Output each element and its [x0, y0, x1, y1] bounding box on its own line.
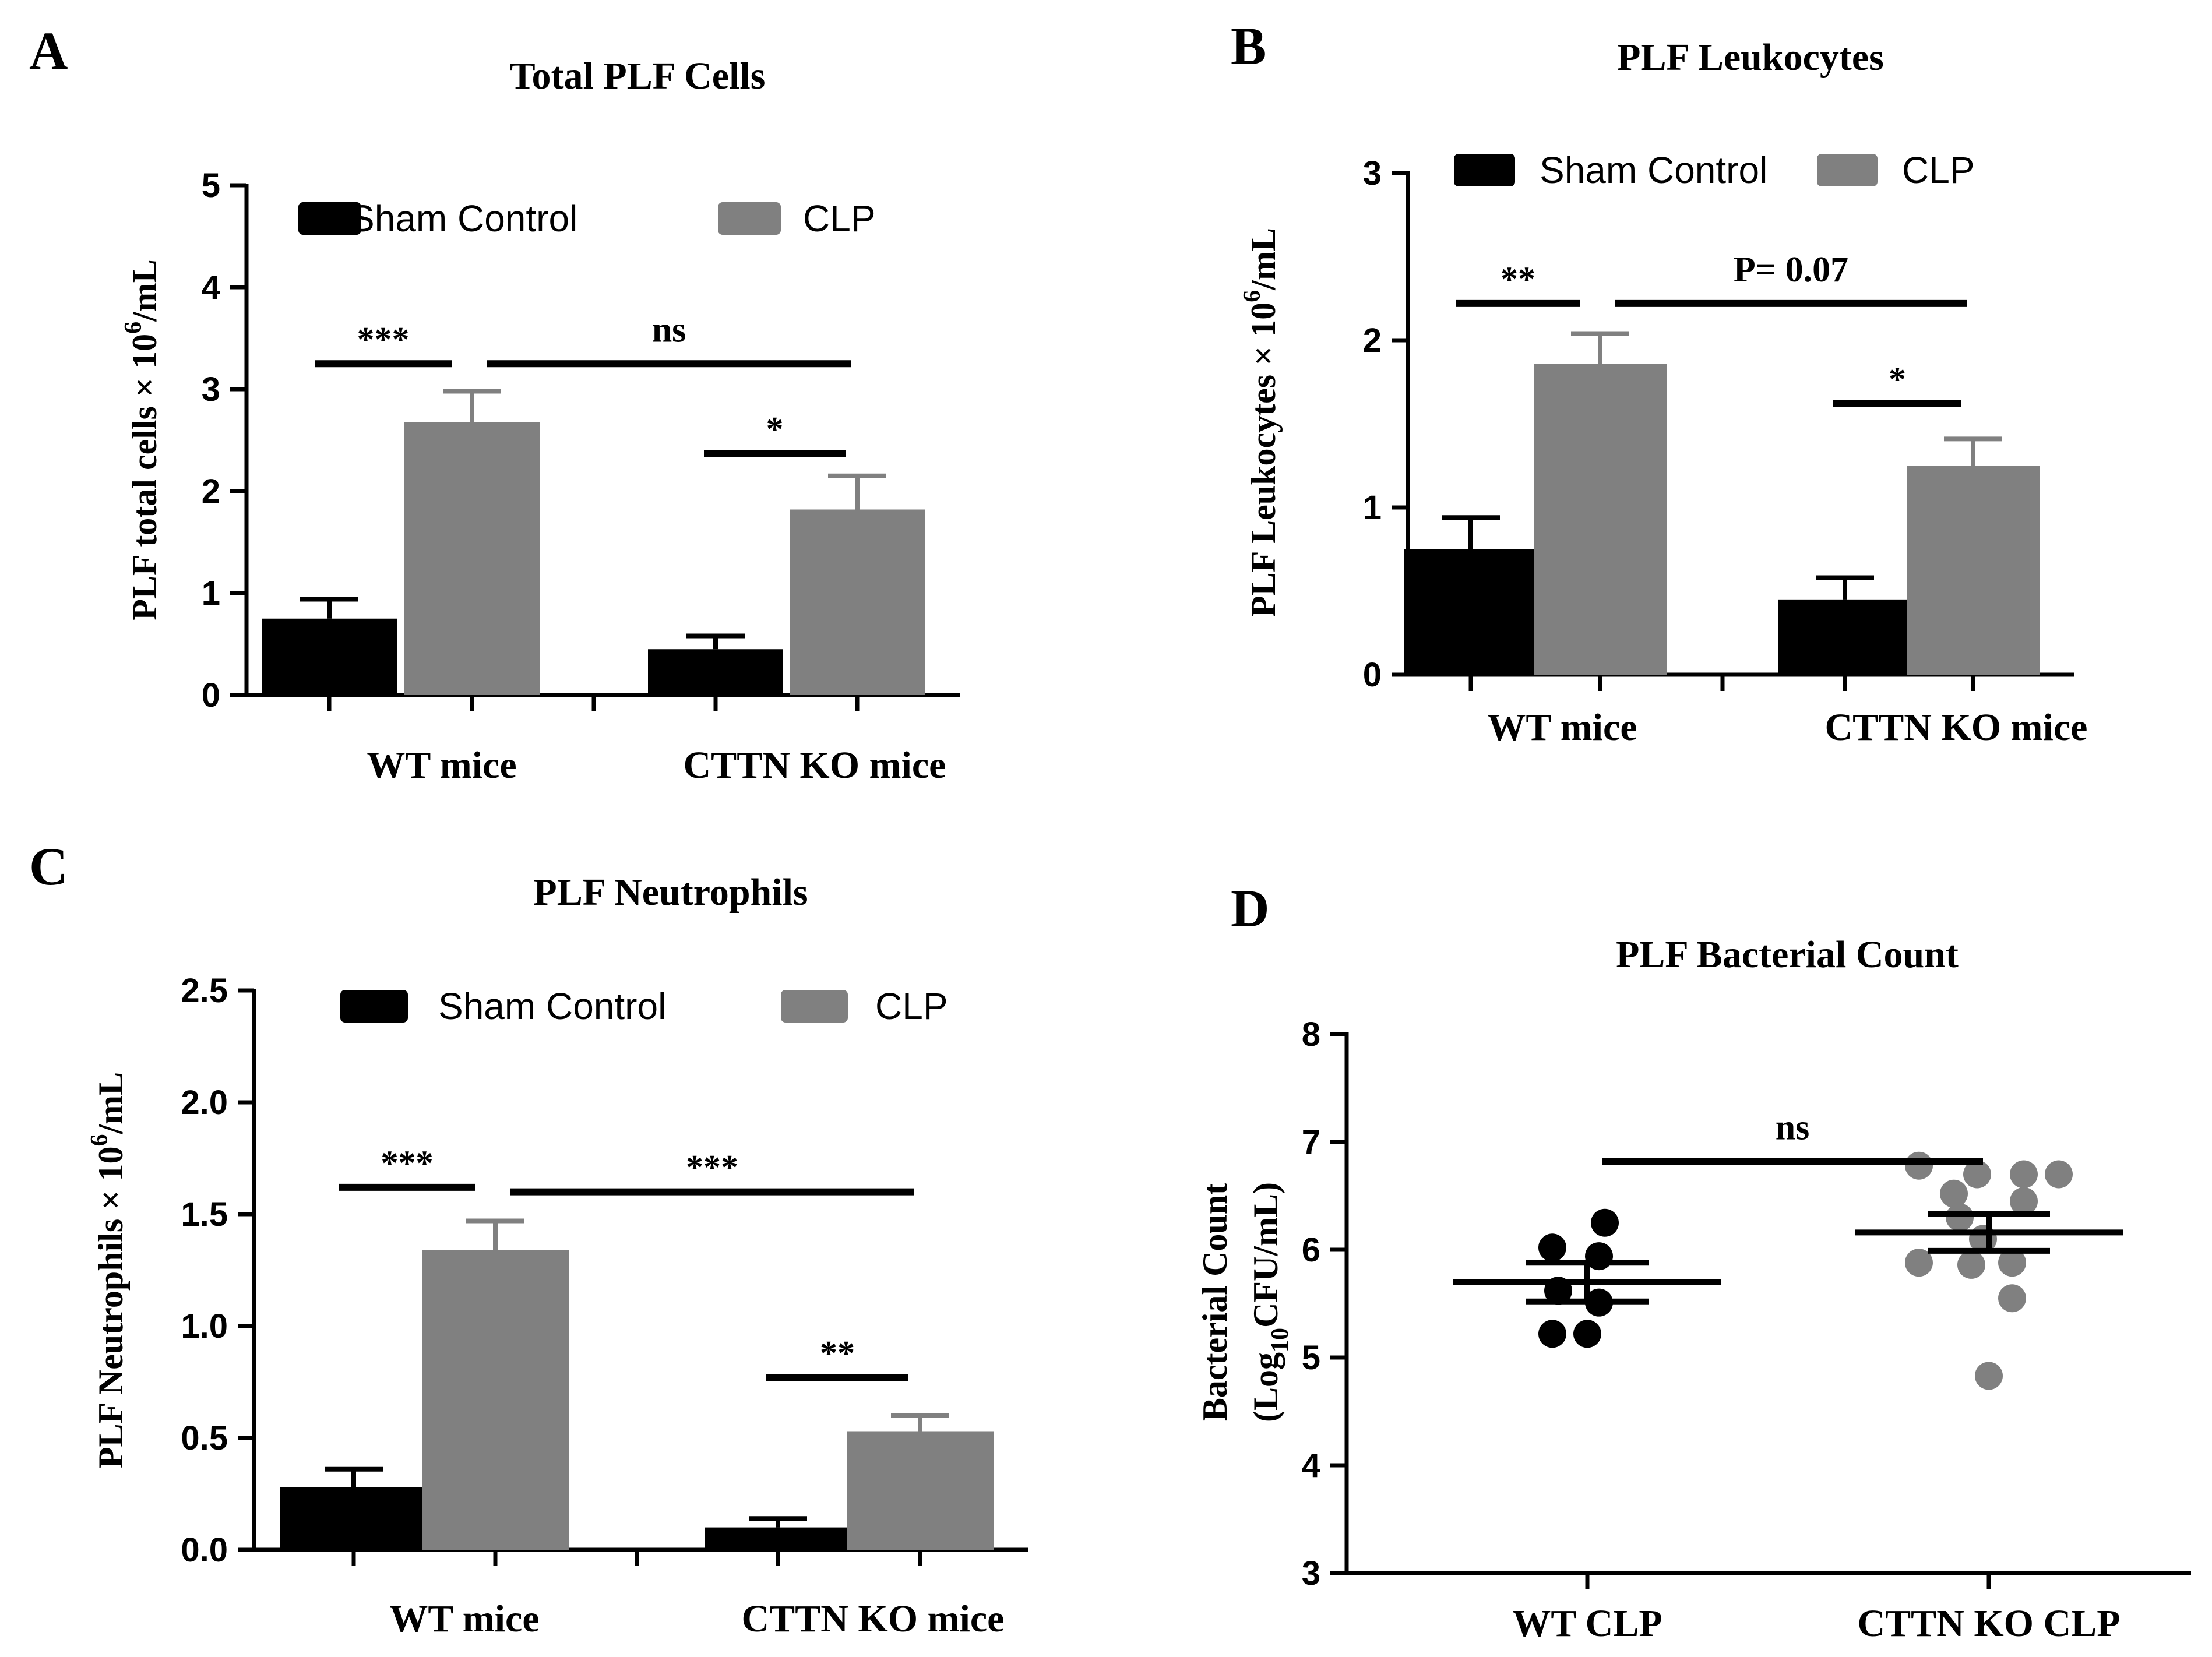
significance-label: ***: [357, 320, 410, 358]
significance-label: P= 0.07: [1734, 250, 1848, 290]
bar: [790, 509, 925, 695]
y-tick-label: 0: [202, 676, 220, 714]
data-point: [1946, 1203, 1974, 1232]
y-tick-label: 6: [1302, 1231, 1320, 1269]
data-point: [1998, 1284, 2026, 1313]
data-point: [2045, 1160, 2073, 1189]
data-point: [1573, 1320, 1601, 1348]
bar: [1404, 549, 1537, 675]
panel-label: C: [29, 837, 68, 896]
legend-label: CLP: [875, 985, 948, 1027]
bar: [648, 649, 783, 695]
significance-label: ns: [1776, 1108, 1810, 1147]
panel-d: D PLF Bacterial Count 3 4 5 6 7 8 WT CLP CTTN KO …: [1196, 879, 2191, 1645]
y-tick-label: 0.5: [181, 1419, 228, 1457]
panel-label: A: [29, 21, 68, 80]
legend-swatch: [1454, 154, 1515, 186]
data-point: [1538, 1320, 1566, 1348]
significance-label: *: [1889, 360, 1906, 399]
data-point: [1905, 1151, 1933, 1180]
legend-swatch: [718, 202, 781, 235]
panel-a: A Total PLF Cells 0 1 2 3 4 5 WT mice CTTN KO mic…: [29, 21, 960, 787]
significance-label: **: [820, 1334, 855, 1372]
y-tick-label: 5: [202, 167, 220, 205]
panel-label: D: [1231, 879, 1269, 938]
x-category-label: WT mice: [389, 1598, 539, 1640]
x-category-label: CTTN KO mice: [742, 1598, 1005, 1640]
bar: [847, 1431, 994, 1550]
legend-label: Sham Control: [438, 985, 666, 1027]
data-point: [1963, 1160, 1991, 1189]
x-category-label: WT mice: [1487, 706, 1637, 749]
data-point: [1905, 1249, 1933, 1277]
data-point: [1538, 1233, 1566, 1262]
panel-b: B PLF Leukocytes 0 1 2 3 WT mice CTTN KO mice Sh…: [1231, 16, 2087, 749]
y-tick-label: 2.0: [181, 1084, 228, 1122]
y-tick-label: 8: [1302, 1016, 1320, 1053]
y-axis-label-units: (Log10CFU/mL): [1246, 1182, 1294, 1422]
y-tick-label: 1.5: [181, 1196, 228, 1233]
bar: [1907, 466, 2040, 675]
legend-label: Sham Control: [350, 198, 577, 239]
significance-label: ***: [381, 1144, 434, 1182]
y-axis-label: Bacterial Count: [1196, 1183, 1234, 1421]
data-point: [1975, 1362, 2003, 1390]
y-tick-label: 3: [1363, 154, 1382, 192]
x-category-label: WT mice: [367, 744, 516, 787]
y-tick-label: 3: [1302, 1554, 1320, 1592]
significance-label: **: [1501, 260, 1535, 298]
legend-label: CLP: [803, 198, 876, 239]
bar: [1778, 599, 1911, 675]
x-category-label: WT CLP: [1512, 1602, 1662, 1645]
y-tick-label: 0.0: [181, 1531, 228, 1569]
y-tick-label: 3: [202, 371, 220, 408]
bar: [280, 1487, 427, 1550]
y-tick-label: 7: [1302, 1123, 1320, 1161]
legend-swatch: [1817, 154, 1878, 186]
y-tick-label: 1: [1363, 489, 1382, 527]
bar: [705, 1527, 851, 1550]
y-tick-label: 4: [1302, 1447, 1320, 1485]
y-tick-label: 1: [202, 574, 220, 612]
significance-label: ***: [686, 1148, 738, 1187]
x-category-label: CTTN KO mice: [1825, 706, 2088, 749]
legend-label: Sham Control: [1540, 149, 1767, 191]
panel-c: C PLF Neutrophils 0.0 0.5 1.0 1.5 2.0 2.5 WT mic…: [29, 837, 1028, 1640]
data-point: [1998, 1249, 2026, 1277]
significance-label: ns: [652, 310, 686, 350]
y-axis-label: PLF Neutrophils × 106/mL: [86, 1072, 130, 1468]
panel-label: B: [1231, 16, 1266, 76]
data-point: [2010, 1160, 2038, 1189]
bar: [262, 618, 397, 695]
bar: [404, 422, 540, 695]
chart-title: PLF Neutrophils: [533, 871, 808, 914]
bar: [1534, 364, 1667, 675]
significance-label: *: [766, 410, 784, 448]
y-tick-label: 4: [202, 269, 220, 306]
legend-swatch: [298, 202, 361, 235]
data-point: [2010, 1187, 2038, 1215]
chart-title: PLF Leukocytes: [1617, 36, 1884, 79]
legend-swatch: [781, 990, 848, 1023]
chart-title: PLF Bacterial Count: [1616, 933, 1959, 976]
y-tick-label: 2.5: [181, 972, 228, 1010]
y-tick-label: 2: [202, 473, 220, 510]
y-tick-label: 0: [1363, 656, 1382, 694]
y-tick-label: 2: [1363, 322, 1382, 359]
chart-title: Total PLF Cells: [510, 55, 766, 97]
y-tick-label: 5: [1302, 1339, 1320, 1377]
data-point: [1591, 1208, 1619, 1237]
y-axis-label: PLF Leukocytes × 106/mL: [1239, 228, 1283, 617]
x-category-label: CTTN KO CLP: [1857, 1602, 2120, 1645]
legend-swatch: [340, 990, 408, 1023]
data-point: [1957, 1250, 1985, 1279]
legend-label: CLP: [1902, 149, 1975, 191]
bar: [422, 1250, 569, 1550]
y-tick-label: 1.0: [181, 1307, 228, 1345]
x-category-label: CTTN KO mice: [684, 744, 946, 787]
y-axis-label: PLF total cells × 106/mL: [120, 259, 164, 621]
data-point: [1940, 1179, 1968, 1208]
